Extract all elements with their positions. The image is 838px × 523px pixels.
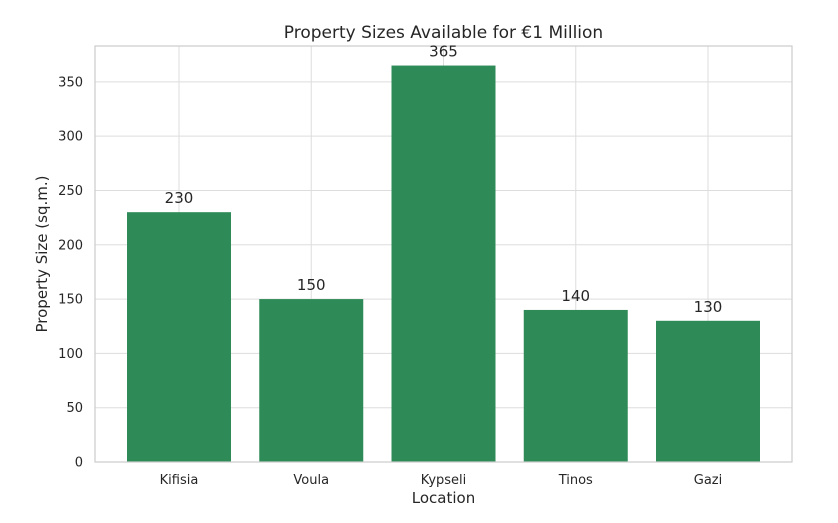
bars: [127, 65, 760, 463]
bar-gazi: [656, 320, 760, 462]
chart-title: Property Sizes Available for €1 Million: [284, 23, 603, 43]
bar-tinos: [523, 309, 628, 462]
data-label: 140: [561, 287, 590, 305]
data-label: 130: [694, 298, 723, 316]
y-axis-ticks: 0 50 100 150 200 250 300 350: [58, 75, 83, 470]
y-tick-label: 200: [58, 238, 83, 253]
y-tick-label: 0: [75, 456, 83, 471]
bar-kifisia: [127, 212, 231, 462]
data-label: 365: [429, 43, 458, 61]
y-tick-label: 300: [58, 130, 83, 145]
plot-frame: [94, 45, 793, 463]
data-labels: 230 150 365 140 130: [165, 43, 723, 316]
y-tick-label: 100: [58, 347, 83, 362]
x-tick-label: Kifisia: [160, 473, 199, 488]
y-tick-label: 50: [66, 401, 83, 416]
bar-voula: [259, 299, 364, 462]
y-tick-label: 250: [58, 184, 83, 199]
bar-kypseli: [391, 65, 496, 463]
x-tick-label: Tinos: [558, 473, 593, 488]
x-tick-label: Gazi: [694, 473, 722, 488]
data-label: 230: [165, 189, 194, 207]
x-tick-label: Kypseli: [421, 473, 467, 488]
data-label: 150: [297, 276, 326, 294]
x-tick-label: Voula: [293, 473, 329, 488]
y-tick-label: 350: [58, 75, 83, 90]
y-tick-label: 150: [58, 293, 83, 308]
x-axis-ticks: Kifisia Voula Kypseli Tinos Gazi: [160, 473, 723, 488]
y-axis-label: Property Size (sq.m.): [33, 176, 51, 333]
x-axis-label: Location: [412, 489, 475, 507]
